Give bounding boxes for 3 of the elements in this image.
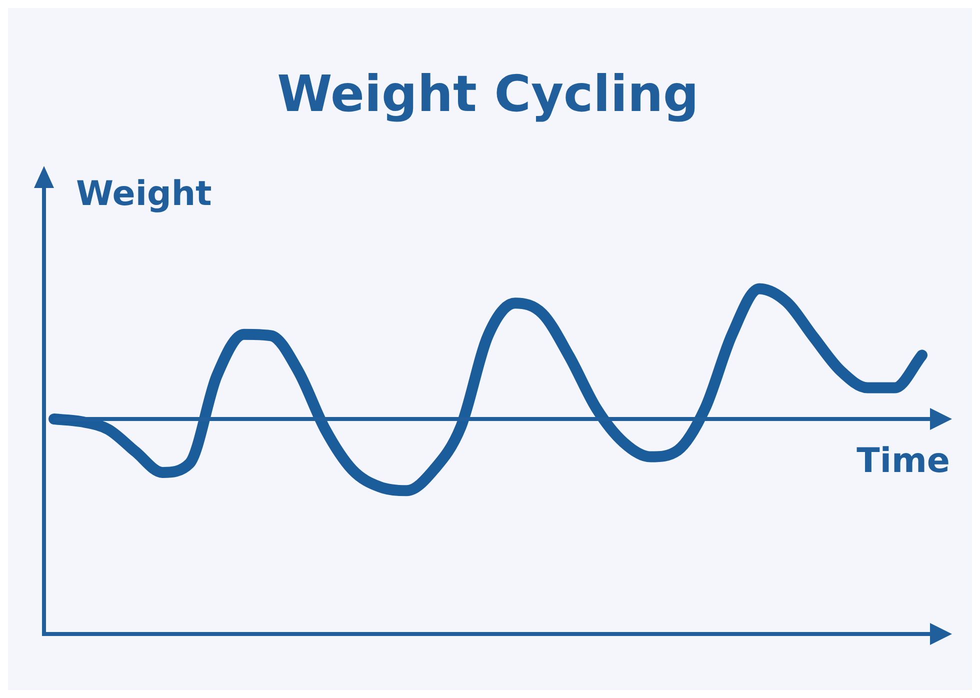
- x-axis-title: Time: [856, 440, 950, 481]
- chart-title: Weight Cycling: [277, 64, 699, 123]
- y-axis-title: Weight: [76, 174, 212, 214]
